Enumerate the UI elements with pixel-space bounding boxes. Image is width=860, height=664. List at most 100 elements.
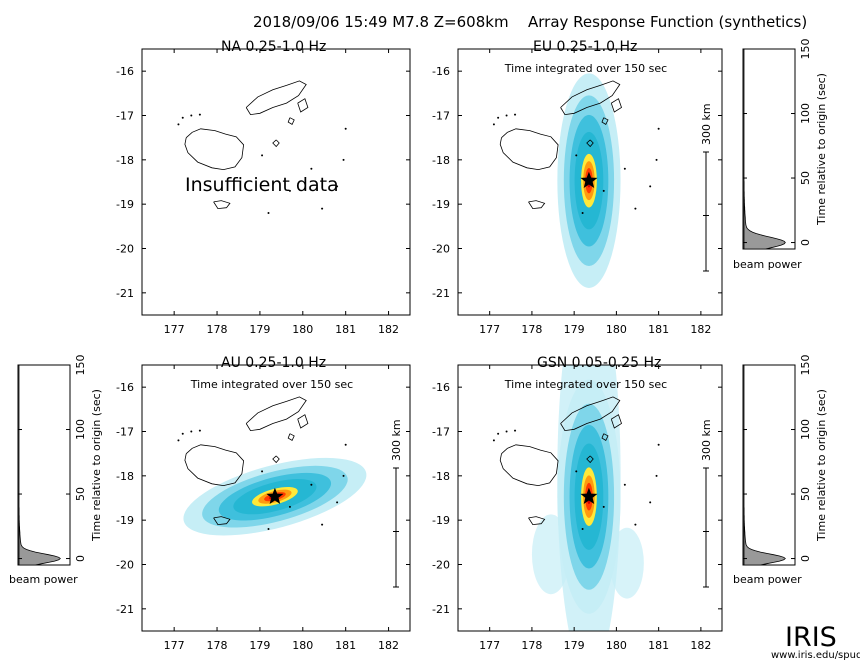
- y-tick-label: -19: [116, 198, 134, 211]
- island: [602, 189, 605, 192]
- island: [505, 114, 508, 117]
- time-tick-label: 0: [74, 555, 87, 562]
- island: [177, 439, 180, 442]
- coastline: [297, 98, 309, 113]
- map-frame: [141, 364, 411, 632]
- island: [514, 113, 517, 116]
- island: [336, 501, 339, 504]
- island: [649, 501, 652, 504]
- time-tick-label: 0: [799, 555, 812, 562]
- y-tick-label: -20: [432, 243, 450, 256]
- x-tick-label: 178: [521, 639, 542, 652]
- panel-title: GSN 0.05-0.25 Hz: [537, 355, 661, 371]
- coastline: [245, 396, 307, 432]
- panel-title: AU 0.25-1.0 Hz: [221, 355, 326, 371]
- island: [602, 505, 605, 508]
- x-tick-label: 182: [690, 323, 711, 336]
- x-tick-label: 180: [606, 323, 627, 336]
- coastline: [586, 139, 594, 148]
- island: [336, 185, 339, 188]
- iris-url: www.iris.edu/spud: [771, 650, 860, 661]
- island: [492, 123, 495, 126]
- coastline: [184, 128, 245, 171]
- map-panel-au: 177 178 179 180 181 182 -16 -17 -18 -19 -20 -21 AU 0…: [116, 355, 411, 652]
- time-tick-label: 100: [799, 419, 812, 440]
- integration-note: Time integrated over 150 sec: [504, 62, 667, 75]
- island: [177, 123, 180, 126]
- island: [198, 113, 201, 116]
- y-tick-label: -21: [432, 603, 450, 616]
- scale-bar-label: 300 km: [700, 103, 713, 145]
- y-tick-label: -21: [432, 287, 450, 300]
- coastline: [184, 444, 245, 487]
- island: [261, 154, 264, 157]
- x-tick-label: 178: [207, 323, 228, 336]
- y-tick-label: -17: [116, 426, 134, 439]
- response-sidelobe: [610, 527, 644, 599]
- time-tick-label: 100: [799, 103, 812, 124]
- coastline: [297, 414, 309, 429]
- island: [634, 523, 637, 526]
- y-tick-label: -19: [432, 198, 450, 211]
- time-axis-label: Time relative to origin (sec): [815, 73, 828, 226]
- insufficient-data-note: Insufficient data: [185, 174, 339, 196]
- island: [190, 114, 193, 117]
- time-tick-label: 150: [74, 355, 87, 376]
- integration-note: Time integrated over 150 sec: [190, 378, 353, 391]
- island: [634, 207, 637, 210]
- map-background: [142, 49, 410, 315]
- x-tick-label: 181: [335, 639, 356, 652]
- coastline: [586, 455, 594, 464]
- y-tick-label: -20: [116, 559, 134, 572]
- x-tick-label: 177: [164, 639, 185, 652]
- map-panel-na: 177 178 179 180 181 182 -16 -17 -18 -19 -20 -21 NA 0…: [116, 39, 411, 336]
- coastline: [601, 433, 609, 441]
- y-tick-label: -18: [116, 470, 134, 483]
- y-tick-label: -16: [432, 65, 450, 78]
- map-frame: [457, 48, 723, 316]
- y-tick-label: -18: [432, 470, 450, 483]
- coastline: [528, 200, 546, 210]
- island: [344, 443, 347, 446]
- island: [310, 483, 313, 486]
- x-tick-label: 180: [292, 639, 313, 652]
- map-frame: [141, 48, 411, 316]
- x-tick-label: 178: [207, 639, 228, 652]
- x-tick-label: 177: [164, 323, 185, 336]
- time-tick-label: 50: [799, 171, 812, 185]
- island: [514, 429, 517, 432]
- island: [288, 189, 291, 192]
- y-tick-label: -19: [116, 514, 134, 527]
- event-header: 2018/09/06 15:49 M7.8 Z=608km: [253, 13, 509, 31]
- x-tick-label: 177: [479, 323, 500, 336]
- x-tick-label: 181: [648, 639, 669, 652]
- epicenter-star: [580, 171, 598, 188]
- y-tick-label: -16: [116, 381, 134, 394]
- x-tick-label: 180: [292, 323, 313, 336]
- beam-power-label: beam power: [9, 573, 78, 586]
- island: [198, 429, 201, 432]
- x-tick-label: 180: [606, 639, 627, 652]
- coastline: [245, 80, 307, 116]
- beam-power-label: beam power: [733, 258, 802, 271]
- scale-bar-label: 300 km: [700, 419, 713, 461]
- x-tick-label: 182: [690, 639, 711, 652]
- island: [497, 432, 500, 435]
- coastline: [499, 444, 559, 487]
- map-panel-eu: 177 178 179 180 181 182 -16 -17 -18 -19 -20 -21 EU 0…: [432, 39, 723, 336]
- x-tick-label: 181: [648, 323, 669, 336]
- coastline: [287, 433, 295, 441]
- island: [181, 432, 184, 435]
- time-axis-label: Time relative to origin (sec): [815, 389, 828, 542]
- coastline: [213, 200, 231, 210]
- island: [181, 116, 184, 119]
- x-tick-label: 179: [564, 639, 585, 652]
- island: [288, 505, 291, 508]
- beam-power-frame: [742, 364, 796, 566]
- x-tick-label: 181: [335, 323, 356, 336]
- y-tick-label: -20: [116, 243, 134, 256]
- island: [575, 154, 578, 157]
- island: [267, 212, 270, 215]
- y-tick-label: -19: [432, 514, 450, 527]
